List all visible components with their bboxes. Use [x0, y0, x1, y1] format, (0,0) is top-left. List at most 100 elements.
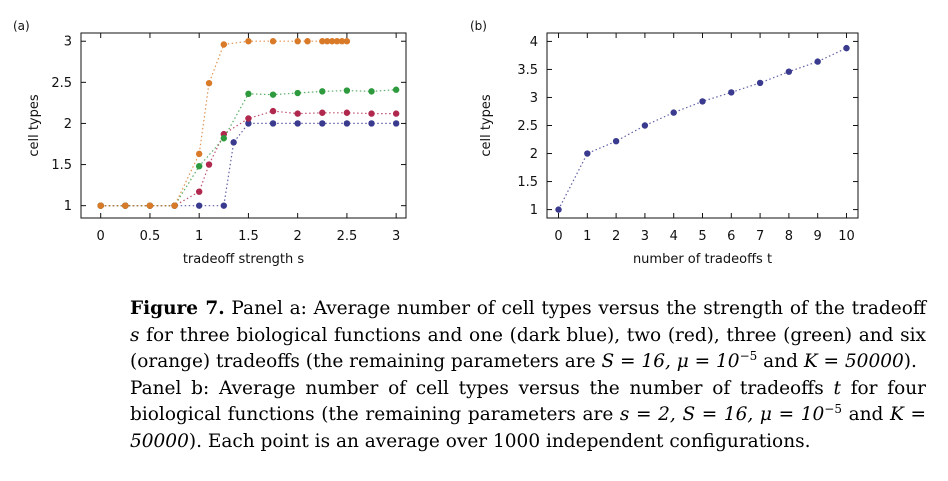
panel-b-series-0-point — [555, 206, 562, 213]
panel-a-series-1-point — [205, 161, 213, 168]
panel-b-series-0-connector — [557, 47, 847, 210]
panel-a-series-3-point — [97, 202, 104, 209]
panel-b-xtick-label: 0 — [554, 229, 562, 244]
panel-b-series-0-point — [814, 58, 821, 65]
figure: (a) (b) 0 0.5 1 1.5 2 2.5 3 1 1.5 2 2.5 3 tradeoff s… — [13, 19, 859, 267]
caption-a-var-s: s — [130, 324, 140, 346]
panel-a-xtick-label: 2 — [294, 229, 302, 244]
panel-b-xtick-label: 8 — [785, 229, 793, 244]
caption-label: Figure 7. — [130, 298, 225, 319]
caption-b-1: Panel b: Average number of cell types ve… — [130, 377, 834, 399]
panel-a-ytick-label: 3 — [64, 35, 72, 50]
panel-b-ytick-label: 3.5 — [517, 63, 538, 78]
panel-a-series-3-point — [220, 41, 228, 48]
caption-b-exp: −5 — [824, 401, 842, 416]
caption-b-params: s = 2, S = 16, μ = 10 — [619, 404, 825, 425]
panel-b-ytick-label: 1 — [530, 203, 538, 218]
panel-b-series-0-point — [756, 79, 764, 87]
panel-a-series-3-point — [324, 38, 331, 45]
panel-b-chart: 0 1 2 3 4 5 6 7 8 9 10 1 1.5 2 2.5 3 3.5 4 number of trade… — [479, 32, 859, 267]
panel-a-series-1-point — [269, 107, 277, 115]
panel-a-series-3-point — [338, 38, 346, 45]
panel-a-series-2-point — [220, 135, 228, 142]
panel-b-xtick-label: 9 — [814, 229, 822, 244]
caption-b-K: K = 50000 — [130, 404, 926, 452]
caption-a-3: and — [757, 351, 804, 372]
panel-a-series-2-point — [294, 89, 301, 97]
panel-a-series-2-point — [343, 87, 351, 94]
panel-b-xtick-label: 7 — [756, 229, 764, 244]
panel-a-series-0-connector — [100, 122, 397, 207]
panel-b-xtick-label: 6 — [727, 229, 735, 244]
panel-a-xtick-label: 1.5 — [238, 229, 259, 244]
panel-a-series-0-point — [220, 202, 228, 209]
panel-b-plot-frame — [546, 32, 859, 219]
panel-b-ytick-label: 4 — [530, 35, 538, 50]
panel-a-series-3-point — [195, 150, 203, 158]
panel-a-ytick-label: 1.5 — [51, 158, 72, 173]
panel-a-label: (a) — [13, 19, 30, 33]
caption-a-4: ). — [903, 351, 917, 372]
panel-a-series-3-point — [319, 38, 326, 45]
caption-a-1: Panel a: Average number of cell types ve… — [224, 298, 926, 319]
panel-b-x-axis-label: number of tradeoffs t — [633, 252, 772, 267]
panel-b-series-0-point — [785, 68, 793, 75]
panel-a-series-2-connector — [100, 89, 397, 207]
panel-a-series-1-point — [368, 110, 375, 117]
caption-b-var-t: t — [833, 377, 841, 399]
panel-b-xtick-label: 2 — [612, 229, 620, 244]
panel-a-series-1-point — [245, 115, 252, 122]
panel-a-series-3-point — [245, 38, 252, 45]
panel-a-series-1-point — [294, 110, 301, 117]
panel-a-xtick-label: 3 — [392, 229, 400, 244]
panel-a-series-3-point — [328, 38, 336, 45]
panel-a-series-0-point — [319, 120, 326, 127]
panel-a-series-2-point — [392, 86, 400, 93]
panel-b-xtick-label: 3 — [641, 229, 649, 244]
panel-a-series-3-point — [122, 202, 129, 209]
panel-a-series-0-point — [269, 120, 277, 127]
panel-a-series-1-point — [319, 109, 326, 116]
figure-caption: Figure 7. Panel a: Average number of cel… — [130, 296, 926, 455]
panel-a-series-3-point — [205, 79, 213, 87]
panel-a-xtick-label: 2.5 — [337, 229, 358, 244]
panel-b-xtick-label: 10 — [838, 229, 855, 244]
caption-a-2: for three biological functions and one (… — [130, 324, 926, 373]
panel-b-ytick-label: 3 — [530, 91, 538, 106]
caption-a-exp: −5 — [739, 348, 758, 363]
caption-b-2: for four biological functions (the remai… — [130, 377, 926, 426]
panel-a-series-0-point — [343, 120, 351, 127]
panel-a-series-2-point — [368, 88, 375, 95]
panel-a-series-3-point — [304, 38, 311, 45]
panel-a-chart: 0 0.5 1 1.5 2 2.5 3 1 1.5 2 2.5 3 tradeoff strength … — [27, 32, 407, 267]
panel-a-series-3-point — [269, 38, 277, 45]
panel-a-series-3-point — [146, 202, 154, 209]
panel-b-xtick-label: 4 — [670, 229, 678, 244]
panel-b-label: (b) — [470, 19, 487, 33]
panel-b-series-0-point — [612, 137, 620, 145]
panel-a-plot-frame — [80, 32, 407, 219]
panel-a-xtick-label: 0.5 — [140, 229, 161, 244]
panel-b-xtick-label: 1 — [583, 229, 591, 244]
panel-a-series-0-point — [230, 139, 237, 146]
panel-a-series-2-point — [269, 91, 277, 98]
panel-a-ytick-label: 2 — [64, 117, 72, 132]
panel-a-series-0-point — [195, 202, 203, 209]
panel-a-series-1-point — [195, 188, 203, 195]
caption-b-4: ). Each point is an average over 1000 in… — [188, 430, 811, 452]
panel-b-series-0-point — [584, 150, 591, 157]
caption-b-3: and — [841, 404, 891, 425]
panel-a-series-0-point — [294, 120, 301, 127]
panel-b-series-0-point — [699, 98, 706, 105]
panel-b-series-0-point — [670, 109, 677, 116]
panel-b-ytick-label: 2.5 — [517, 119, 538, 134]
panel-a-ytick-label: 1 — [64, 199, 72, 214]
caption-a-params: S = 16, μ = 10 — [601, 351, 740, 372]
panel-b-series-0-point — [728, 89, 735, 96]
panel-b-xtick-label: 5 — [698, 229, 706, 244]
panel-a-series-2-point — [245, 90, 252, 98]
panel-a-series-3-point — [343, 38, 351, 45]
panel-a-series-0-point — [368, 120, 375, 127]
panel-a-series-0-point — [392, 120, 400, 127]
panel-b-series-0-point — [641, 122, 649, 129]
